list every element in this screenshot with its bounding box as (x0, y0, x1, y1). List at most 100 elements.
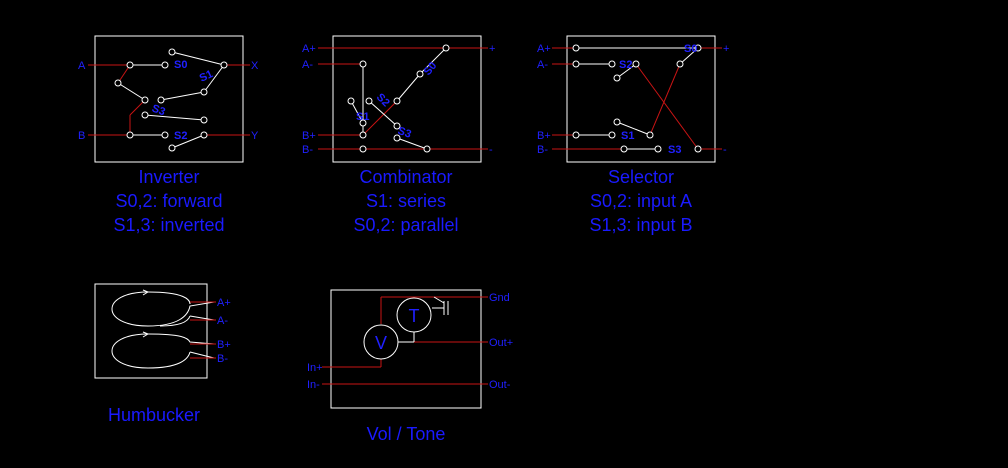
selector-terminal (613, 74, 621, 82)
selector-out-minus-label: - (723, 144, 727, 156)
combinator-terminal (393, 122, 401, 130)
combinator-b-plus-label: B+ (302, 130, 316, 142)
combinator-terminal (365, 97, 373, 105)
humbucker-coil-b-arrow (142, 331, 150, 338)
combinator-terminal (359, 131, 367, 139)
inverter-caption-forward: S0,2: forward (115, 191, 222, 211)
selector-b-minus-label: B- (537, 144, 548, 156)
selector-out-plus-label: + (723, 43, 729, 55)
combinator-out-plus-label: + (489, 43, 495, 55)
humbucker-coil-a (111, 291, 215, 327)
inverter-s1-arm (203, 64, 225, 93)
inverter-s1-label: S1 (198, 68, 215, 85)
combinator-terminal (393, 97, 401, 105)
inverter-terminal (168, 48, 176, 56)
inverter-link-2 (160, 91, 205, 101)
combinator-a-plus-label: A+ (302, 43, 316, 55)
inverter-output-y-label: Y (251, 130, 259, 142)
selector-wire-cross-2 (649, 63, 681, 136)
combinator-s1-arm (350, 100, 364, 124)
selector-s3-label: S3 (668, 144, 681, 156)
inverter-terminal (168, 144, 176, 152)
selector-caption-input-b: S1,3: input B (589, 215, 692, 235)
humbucker-box (94, 283, 208, 379)
combinator-terminal (442, 44, 450, 52)
selector-s1-arm (616, 121, 651, 136)
combinator-caption-parallel: S0,2: parallel (353, 215, 458, 235)
humbucker-a-minus-label: A- (217, 315, 228, 327)
inverter-s0-arm (171, 51, 225, 66)
humbucker-b-minus-label: B- (217, 353, 228, 365)
selector-terminal (613, 118, 621, 126)
selector-a-plus-label: A+ (537, 43, 551, 55)
selector-terminal (646, 131, 654, 139)
inverter-terminal (200, 131, 208, 139)
selector-terminal (694, 44, 702, 52)
combinator-s3-label: S3 (396, 125, 413, 141)
inverter-terminal (200, 116, 208, 124)
combinator-terminal (359, 145, 367, 153)
selector-s2-arm (616, 63, 637, 79)
voltone-title: Vol / Tone (367, 424, 446, 444)
selector-terminal (608, 60, 616, 68)
inverter-module: A B X Y S0 S1 S2 S3 Inverter S0,2: forwa… (78, 35, 259, 235)
inverter-s2-label: S2 (174, 130, 187, 142)
humbucker-b-plus-label: B+ (217, 339, 231, 351)
selector-terminal (572, 44, 580, 52)
inverter-terminal (114, 79, 122, 87)
humbucker-title: Humbucker (108, 405, 200, 425)
inverter-wire-b-diag (129, 99, 146, 116)
inverter-input-b-label: B (78, 130, 85, 142)
tone-pot-label: T (409, 306, 420, 326)
humbucker-coil-b-top (147, 333, 215, 345)
selector-a-minus-label: A- (537, 59, 548, 71)
combinator-terminal (359, 119, 367, 127)
inverter-terminal (141, 96, 149, 104)
combinator-s2-label: S2 (374, 91, 392, 109)
humbucker-coil-b (111, 333, 191, 369)
voltone-in-minus-label: In- (307, 379, 320, 391)
inverter-caption-inverted: S1,3: inverted (113, 215, 224, 235)
humbucker-coil-a-minus-lead (189, 315, 215, 321)
tone-pot-icon (396, 297, 432, 333)
combinator-s2-arm-a (396, 73, 421, 102)
combinator-terminal (393, 134, 401, 142)
combinator-wire-cross (362, 100, 398, 136)
inverter-s3-arm (144, 114, 205, 121)
selector-title: Selector (608, 167, 674, 187)
inverter-terminal (161, 131, 169, 139)
combinator-title: Combinator (359, 167, 452, 187)
humbucker-coil-b-minus-lead (189, 351, 215, 359)
combinator-s1-label: S1 (356, 111, 369, 123)
combinator-s3-arm (396, 137, 428, 150)
selector-wire-cross-1 (635, 63, 699, 150)
selector-s0-arm (679, 47, 699, 65)
inverter-s2-arm (171, 134, 205, 149)
combinator-box (332, 35, 482, 163)
inverter-terminal (157, 96, 165, 104)
selector-terminal (676, 60, 684, 68)
selector-b-plus-label: B+ (537, 130, 551, 142)
combinator-out-minus-label: - (489, 144, 493, 156)
inverter-s3-label: S3 (150, 103, 167, 119)
selector-terminal (654, 145, 662, 153)
humbucker-coil-a-arrow (142, 289, 150, 296)
voltone-gnd-label: Gnd (489, 292, 510, 304)
selector-terminal (608, 131, 616, 139)
inverter-terminal (161, 61, 169, 69)
combinator-module: A+ A- B+ B- + - S0 S1 S2 S3 Combinator S… (302, 35, 495, 235)
inverter-s0-label: S0 (174, 59, 187, 71)
combinator-terminal (359, 60, 367, 68)
inverter-terminal (126, 131, 134, 139)
selector-box (566, 35, 716, 163)
inverter-output-x-label: X (251, 60, 259, 72)
volume-pot-label: V (375, 333, 387, 353)
humbucker-a-plus-label: A+ (217, 297, 231, 309)
inverter-terminal (200, 88, 208, 96)
inverter-title: Inverter (138, 167, 199, 187)
selector-terminal (694, 145, 702, 153)
selector-s1-label: S1 (621, 130, 634, 142)
selector-s0-label: S0 (684, 43, 697, 55)
capacitor-lead-icon (433, 296, 445, 304)
